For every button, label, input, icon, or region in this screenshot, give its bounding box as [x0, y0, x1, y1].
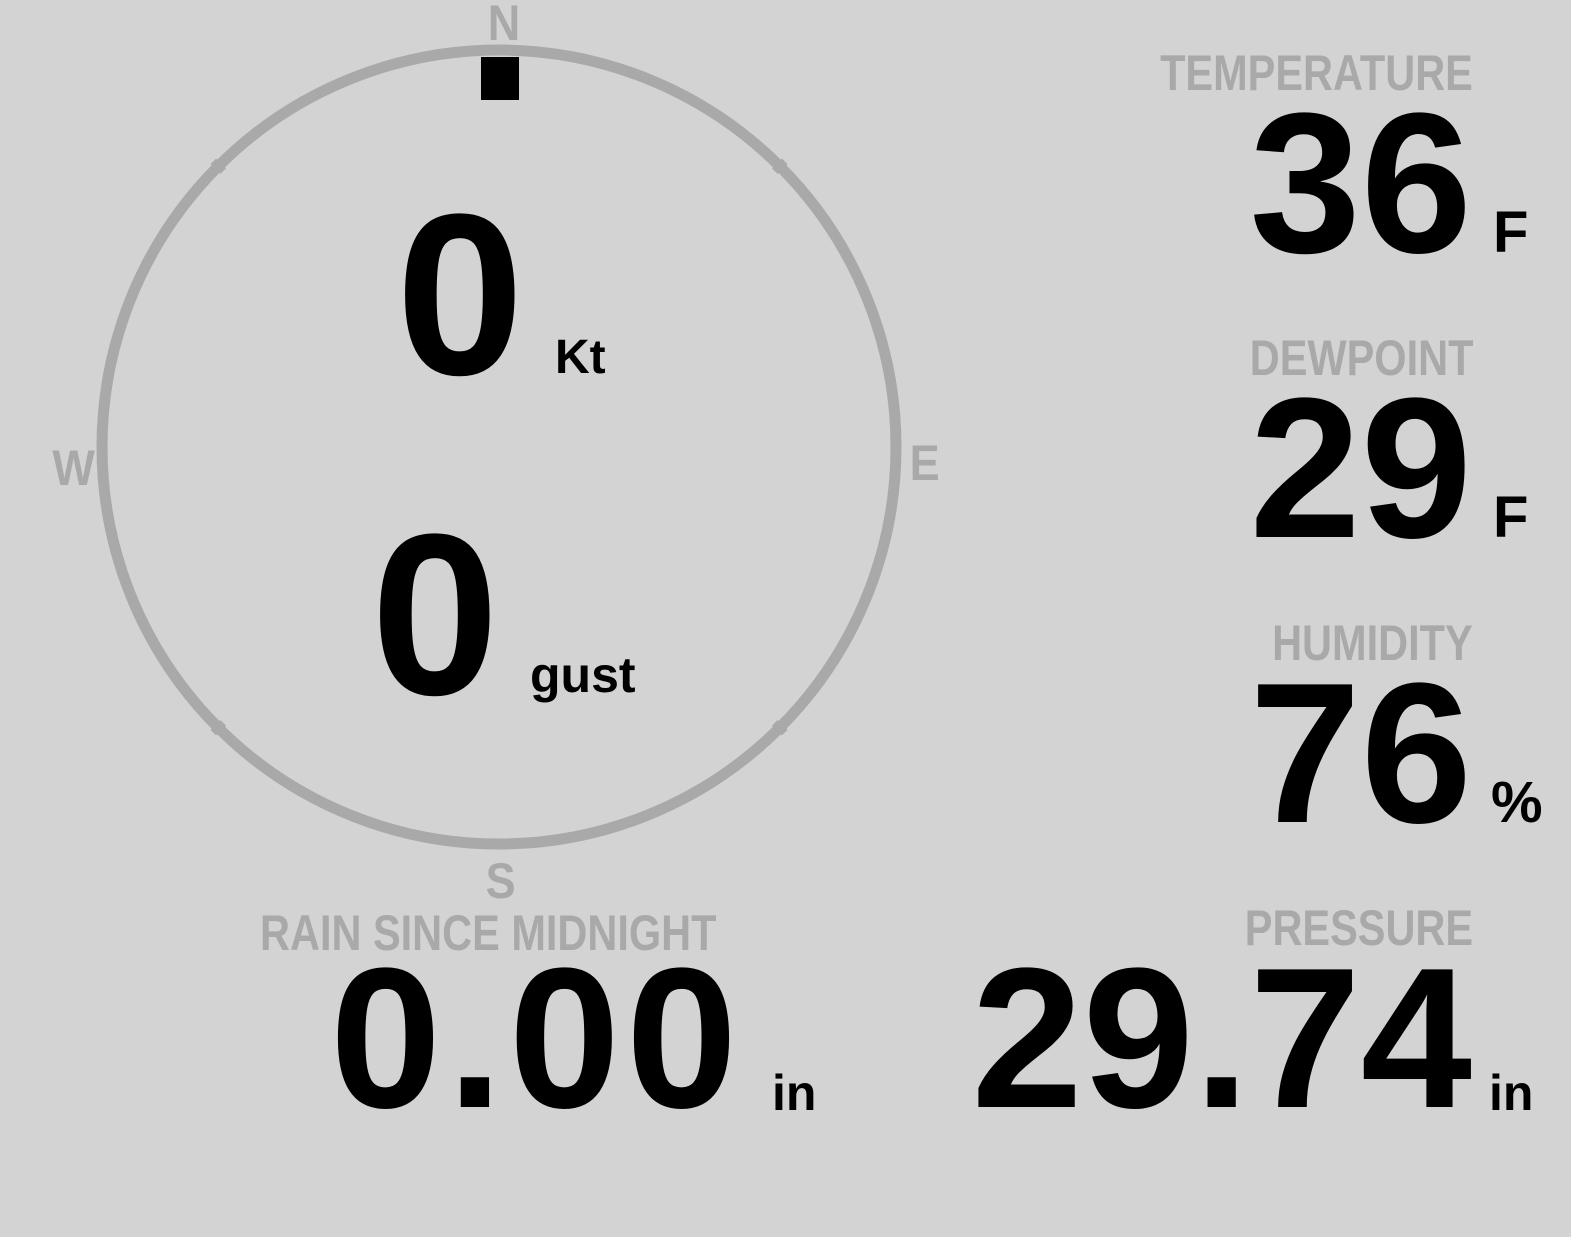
humidity-label: HUMIDITY — [1272, 615, 1473, 671]
rain-value: 0.00 — [330, 927, 744, 1150]
rain-label: RAIN SINCE MIDNIGHT — [260, 905, 717, 961]
temperature-label: TEMPERATURE — [1160, 45, 1473, 101]
wind-speed-value: 0 — [396, 166, 524, 423]
dewpoint-label: DEWPOINT — [1249, 330, 1473, 386]
wind-speed-unit: Kt — [555, 331, 606, 384]
pressure-label: PRESSURE — [1244, 900, 1473, 956]
pressure-value: 29.74 — [971, 927, 1473, 1150]
compass-ring — [96, 44, 902, 850]
wind-gust-unit: gust — [530, 647, 636, 703]
humidity-value: 76 — [1249, 642, 1472, 865]
compass-north: N — [487, 0, 521, 51]
compass-tick — [210, 158, 227, 175]
compass-tick — [771, 719, 788, 736]
compass-tick — [771, 158, 788, 175]
temperature-unit: F — [1493, 200, 1529, 265]
compass-south: S — [485, 853, 516, 909]
dewpoint-unit: F — [1493, 485, 1529, 550]
compass-west: W — [52, 440, 95, 496]
wind-direction-marker — [481, 57, 519, 100]
compass-east: E — [909, 435, 940, 491]
dewpoint-value: 29 — [1249, 357, 1472, 580]
rain-unit: in — [772, 1065, 817, 1121]
compass-tick — [210, 719, 227, 736]
humidity-unit: % — [1491, 770, 1543, 835]
temperature-value: 36 — [1249, 72, 1472, 295]
wind-gust-value: 0 — [371, 486, 499, 743]
pressure-unit: in — [1489, 1065, 1534, 1121]
